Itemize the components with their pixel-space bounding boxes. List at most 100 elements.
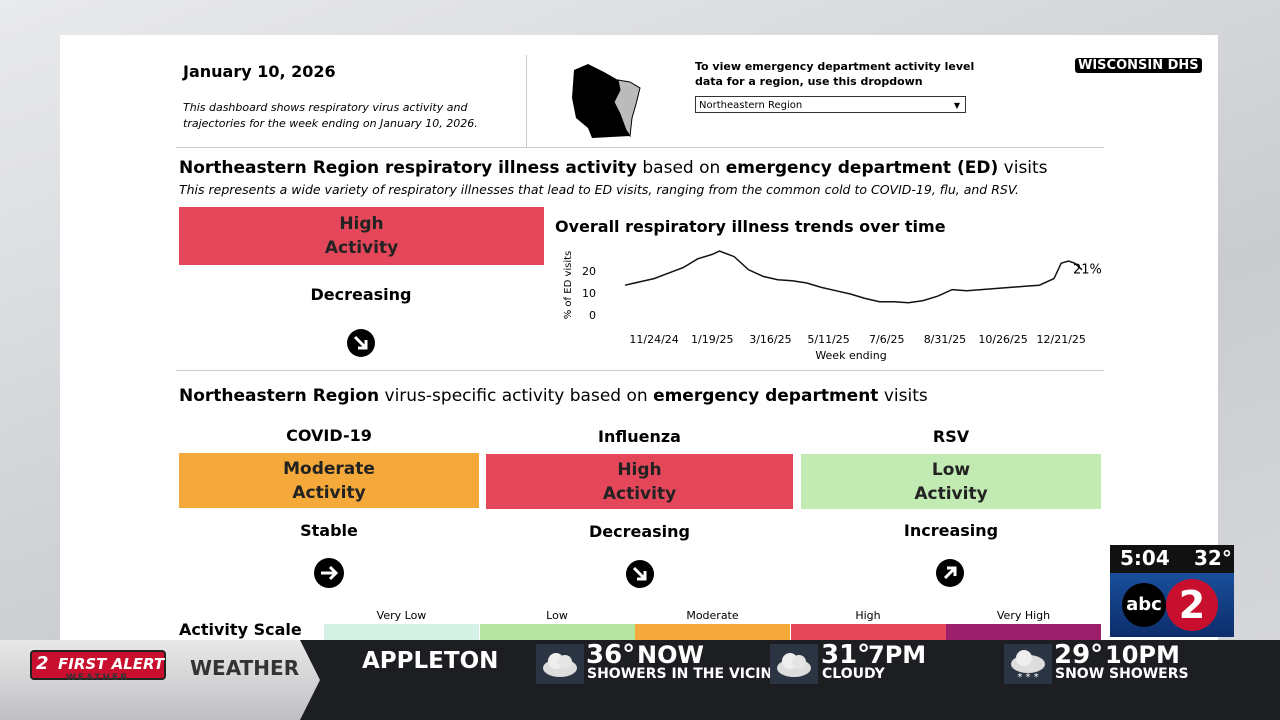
scale-title: Activity Scale bbox=[179, 620, 302, 639]
overall-subtitle: This represents a wide variety of respir… bbox=[179, 182, 1019, 197]
level-line: Activity bbox=[602, 483, 677, 504]
activity-level: High Activity bbox=[179, 207, 544, 265]
heading-region: Northeastern Region respiratory illness … bbox=[179, 158, 637, 178]
x-tick-label: 5/11/25 bbox=[807, 333, 849, 346]
forecast-desc: CLOUDY bbox=[822, 666, 885, 682]
x-axis-label: Week ending bbox=[815, 349, 886, 362]
weather-ticker: 2 FIRST ALERT WEATHER WEATHER APPLETON 3… bbox=[0, 640, 1280, 720]
brand: WISCONSIN DHS bbox=[1075, 58, 1202, 73]
scale-band bbox=[946, 624, 1101, 640]
virus-name: Influenza bbox=[598, 427, 681, 446]
logo-text: FIRST ALERT bbox=[58, 655, 165, 673]
station-logo: abc 2 bbox=[1110, 573, 1234, 637]
logo-channel: 2 bbox=[36, 653, 49, 674]
virus-heading: Northeastern Region virus-specific activ… bbox=[179, 386, 928, 406]
scale-band bbox=[635, 624, 790, 640]
level-line: Activity bbox=[292, 482, 366, 503]
dropdown-caret: ▼ bbox=[953, 101, 960, 110]
level-line: Moderate bbox=[283, 458, 375, 479]
forecast-label: 7PM bbox=[868, 641, 927, 669]
city: APPLETON bbox=[362, 648, 499, 674]
scale-band bbox=[790, 624, 946, 640]
y-tick-label: 20 bbox=[582, 265, 596, 278]
x-tick-label: 11/24/24 bbox=[629, 333, 678, 346]
scale-label: Moderate bbox=[686, 609, 739, 622]
level-line: Activity bbox=[324, 238, 399, 258]
forecast-temp: 31° bbox=[821, 640, 871, 670]
description: This dashboard shows respiratory virus a… bbox=[183, 101, 478, 130]
wisconsin-map bbox=[572, 64, 641, 138]
scale-band bbox=[324, 624, 479, 640]
clock-temp: 32° bbox=[1194, 546, 1232, 570]
y-tick-label: 0 bbox=[589, 309, 596, 322]
virus-name: RSV bbox=[932, 427, 970, 446]
region-dropdown[interactable]: Northeastern Region ▼ bbox=[695, 96, 966, 113]
scale-band bbox=[479, 624, 635, 640]
activity-level: High Activity bbox=[486, 454, 793, 509]
station-channel: 2 bbox=[1166, 579, 1218, 631]
scale-label: High bbox=[855, 609, 881, 622]
clock-bar: 5:04 32° bbox=[1110, 545, 1234, 573]
separator bbox=[176, 370, 1104, 371]
forecast-desc: SNOW SHOWERS bbox=[1055, 666, 1189, 682]
weather-icon bbox=[536, 644, 584, 684]
logo-sub: WEATHER bbox=[66, 673, 130, 683]
clock-time: 5:04 bbox=[1120, 546, 1170, 570]
heading-text: visits bbox=[883, 386, 928, 406]
dashboard-panel bbox=[60, 35, 1218, 640]
activity-level: Moderate Activity bbox=[179, 453, 479, 508]
trend: Increasing bbox=[903, 521, 999, 540]
svg-text:* * *: * * * bbox=[1017, 672, 1038, 683]
separator bbox=[176, 147, 1104, 148]
station-name: abc bbox=[1122, 583, 1166, 627]
weather-icon: * * * bbox=[1004, 644, 1052, 684]
heading-region: Northeastern Region bbox=[179, 386, 380, 406]
heading-bold: emergency department bbox=[653, 386, 879, 406]
trend-arrow bbox=[347, 329, 375, 357]
heading-text: based on bbox=[642, 158, 721, 178]
level-line: High bbox=[617, 459, 662, 480]
heading-text: virus-specific activity based on bbox=[384, 386, 648, 406]
x-tick-label: 12/21/25 bbox=[1037, 333, 1086, 346]
x-tick-label: 7/6/25 bbox=[869, 333, 904, 346]
trend-chart: % of ED visits Week ending 0 10 20 11/24/24… bbox=[563, 250, 1102, 362]
trend-arrow bbox=[936, 559, 964, 587]
divider bbox=[526, 55, 527, 147]
heading-bold: emergency department (ED) bbox=[725, 158, 999, 178]
scale-label: Very High bbox=[996, 609, 1051, 622]
trend: Stable bbox=[300, 521, 358, 540]
segment: WEATHER bbox=[190, 656, 300, 680]
forecast-temp: 29° bbox=[1054, 640, 1104, 670]
y-axis-label: % of ED visits bbox=[563, 251, 574, 320]
forecast-label: NOW bbox=[637, 641, 704, 669]
level-line: High bbox=[339, 214, 384, 234]
x-tick-label: 3/16/25 bbox=[749, 333, 791, 346]
logo-badge: 2 FIRST ALERT bbox=[30, 650, 166, 680]
virus-name: COVID-19 bbox=[286, 426, 372, 445]
trend-line bbox=[624, 250, 1083, 304]
dropdown-value: Northeastern Region bbox=[699, 100, 803, 111]
trend-arrow bbox=[314, 558, 344, 588]
data-label: 21% bbox=[1073, 262, 1102, 277]
forecast-desc: SHOWERS IN THE VICINITY bbox=[587, 666, 798, 682]
overall-heading: Northeastern Region respiratory illness … bbox=[179, 158, 1048, 178]
trend: Decreasing bbox=[310, 285, 412, 304]
forecast-label: 10PM bbox=[1105, 641, 1180, 669]
x-tick-label: 1/19/25 bbox=[691, 333, 733, 346]
scale-label: Very Low bbox=[376, 609, 427, 622]
scale-label: Low bbox=[546, 609, 568, 622]
level-line: Low bbox=[931, 459, 971, 480]
date: January 10, 2026 bbox=[183, 62, 336, 81]
chart-title: Overall respiratory illness trends over … bbox=[555, 217, 946, 236]
heading-text: visits bbox=[1003, 158, 1048, 178]
dropdown-prompt: To view emergency department activity le… bbox=[695, 60, 975, 88]
forecast-temp: 36° bbox=[586, 640, 636, 670]
y-tick-label: 10 bbox=[582, 287, 596, 300]
x-tick-label: 8/31/25 bbox=[924, 333, 966, 346]
level-line: Activity bbox=[914, 483, 988, 504]
trend-arrow bbox=[626, 560, 654, 588]
trend: Decreasing bbox=[588, 522, 690, 541]
weather-icon bbox=[770, 644, 818, 684]
activity-level: Low Activity bbox=[801, 454, 1101, 509]
